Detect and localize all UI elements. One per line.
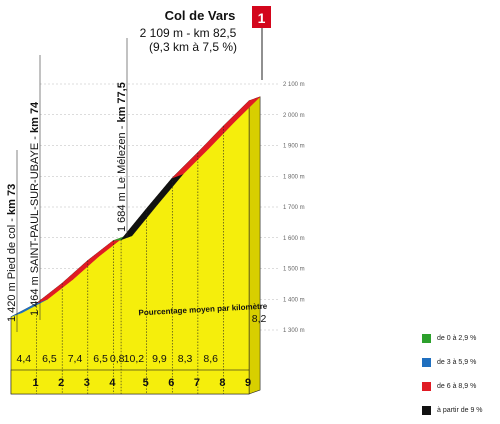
gradient-label: 8,2 — [252, 313, 267, 325]
km-dividers — [36, 126, 224, 394]
y-tick-label: 1 500 m — [283, 267, 305, 273]
y-tick-label: 1 600 m — [283, 236, 305, 242]
profile-front-face — [10, 100, 250, 395]
legend-label: de 6 à 8,9 % — [437, 382, 477, 390]
category-number: 1 — [258, 10, 266, 26]
climb-profile-chart: 1 300 m 1 400 m 1 500 m 1 600 m 1 700 m 1 800… — [6, 6, 305, 395]
km-labels: 1 2 3 4 5 6 7 8 9 — [33, 377, 252, 389]
legend-item: de 3 à 5,9 % — [422, 352, 498, 372]
km-label: 3 — [84, 377, 90, 389]
gradient-legend: de 0 à 2,9 % de 3 à 5,9 % de 6 à 8,9 % à… — [422, 328, 498, 424]
km-label: 7 — [194, 377, 200, 389]
y-tick-label: 2 100 m — [283, 82, 305, 88]
waypoint-label-2: 1 464 m SAINT-PAUL-SUR-UBAYE - km 74 — [29, 101, 41, 316]
gradient-label: 9,9 — [152, 353, 167, 365]
y-tick-label: 1 900 m — [283, 144, 305, 150]
km-label: 9 — [245, 377, 251, 389]
summit-name: Col de Vars — [165, 8, 236, 23]
y-tick-labels: 1 300 m 1 400 m 1 500 m 1 600 m 1 700 m 1 800… — [283, 82, 305, 334]
gradient-label: 4,4 — [16, 353, 31, 365]
y-tick-label: 1 700 m — [283, 205, 305, 211]
km-label: 8 — [219, 377, 225, 389]
legend-swatch — [422, 405, 431, 415]
legend-swatch — [422, 381, 431, 391]
legend-label: à partir de 9 % — [437, 406, 483, 414]
profile-side-face — [248, 96, 261, 395]
gradient-label: 7,4 — [68, 353, 83, 365]
summit-altitude: 2 109 m - km 82,5 — [140, 26, 237, 40]
km-strip — [10, 369, 250, 395]
gradient-label: 6,5 — [42, 353, 57, 365]
km-label: 6 — [168, 377, 174, 389]
legend-item: de 0 à 2,9 % — [422, 328, 498, 348]
gradient-segments — [10, 96, 261, 317]
km-label: 4 — [109, 377, 116, 389]
y-tick-label: 1 800 m — [283, 174, 305, 180]
gradient-label: 10,2 — [124, 353, 145, 365]
y-tick-label: 1 400 m — [283, 297, 305, 303]
legend-item: à partir de 9 % — [422, 400, 498, 420]
gradient-segment — [223, 96, 261, 127]
gradient-label: 8,6 — [203, 353, 218, 365]
legend-label: de 0 à 2,9 % — [437, 334, 477, 342]
gradient-labels: 4,4 6,5 7,4 6,5 0,8 10,2 9,9 8,3 8,68,2 — [16, 313, 266, 365]
y-tick-label: 2 000 m — [283, 113, 305, 119]
gradient-label: 0,8 — [110, 353, 125, 365]
km-label: 2 — [58, 377, 64, 389]
legend-swatch — [422, 357, 431, 367]
km-label: 5 — [143, 377, 149, 389]
legend-label: de 3 à 5,9 % — [437, 358, 477, 366]
summit-length-gradient: (9,3 km à 7,5 %) — [149, 40, 237, 54]
gradient-label: 6,5 — [93, 353, 108, 365]
y-tick-label: 1 300 m — [283, 328, 305, 334]
category-badge — [252, 6, 271, 28]
legend-item: de 6 à 8,9 % — [422, 376, 498, 396]
gradient-label: 8,3 — [178, 353, 193, 365]
profile-shape — [10, 96, 261, 395]
km-label: 1 — [33, 377, 39, 389]
waypoint-label-1: 1 420 m Pied de col - km 73 — [6, 184, 18, 322]
waypoint-label-3: 1 684 m Le Mélezen - km 77,5 — [116, 82, 128, 232]
legend-swatch — [422, 333, 431, 343]
